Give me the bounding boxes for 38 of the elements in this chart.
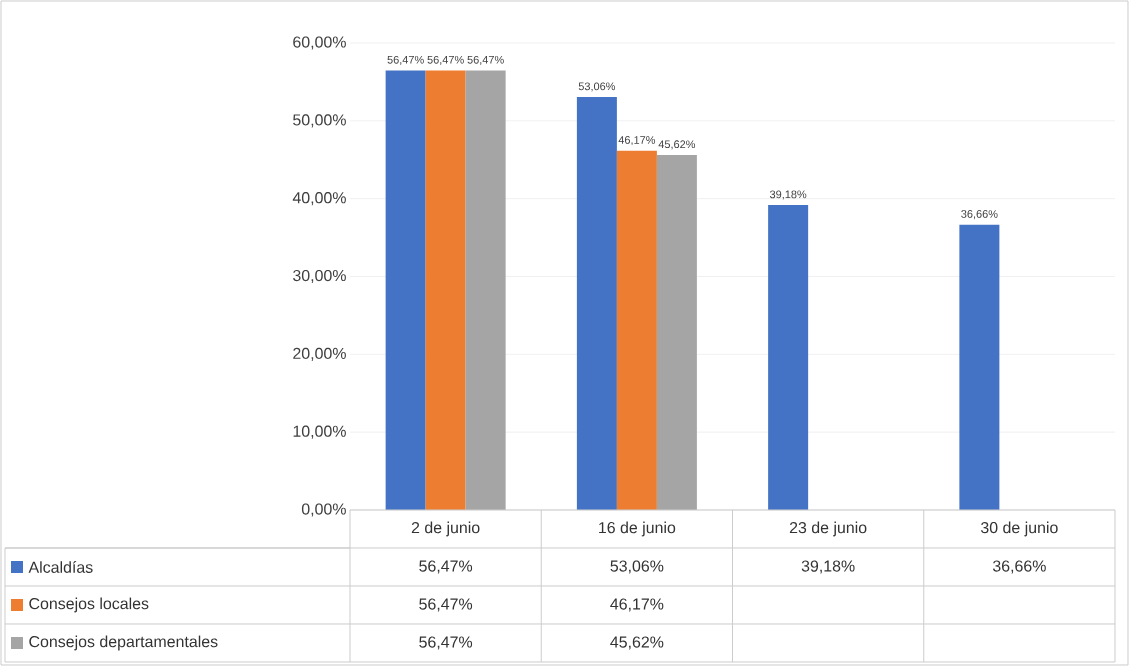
y-tick-label: 30,00% [293, 269, 346, 284]
y-tick-label: 0,00% [301, 503, 346, 517]
bar [465, 70, 506, 510]
data-label: 46,17% [610, 598, 664, 612]
text: 45,62% [658, 140, 696, 150]
x-tick-label: 16 de junio [599, 521, 676, 537]
data-label: 53,06% [610, 560, 664, 574]
bar [656, 154, 697, 510]
x-tick-label: 2 de junio [411, 521, 480, 537]
text: 39,18% [769, 190, 807, 200]
legend-label: Consejos departamentales [29, 635, 218, 651]
text: 56,47% [427, 55, 464, 65]
y-tick-label: 20,00% [293, 347, 346, 361]
text: 56,47% [387, 55, 424, 65]
bar [425, 70, 466, 510]
bar [576, 97, 617, 510]
y-tick-label: 10,00% [293, 425, 346, 439]
data-label: 39,18% [801, 560, 855, 574]
bar [768, 205, 809, 510]
text: 46,17% [618, 136, 656, 146]
data-label: 56,47% [419, 598, 473, 612]
text: 53,06% [578, 82, 616, 92]
text: 36,66% [961, 210, 998, 220]
bar [385, 70, 426, 510]
data-label: 45,62% [610, 636, 664, 650]
y-tick-label: 60,00% [293, 36, 346, 50]
data-label: 56,47% [419, 560, 473, 574]
y-tick-label: 50,00% [293, 114, 346, 128]
legend-label: Alcaldías [28, 561, 93, 573]
legend-label: Consejos locales [29, 597, 149, 613]
bar [959, 224, 1000, 510]
y-tick-label: 40,00% [292, 192, 346, 206]
x-tick-label: 23 de junio [789, 521, 867, 537]
data-label: 36,66% [992, 560, 1046, 574]
data-label: 56,47% [419, 636, 473, 650]
x-tick-label: 30 de junio [980, 521, 1058, 537]
text: 56,47% [467, 55, 504, 65]
bar [616, 150, 657, 510]
